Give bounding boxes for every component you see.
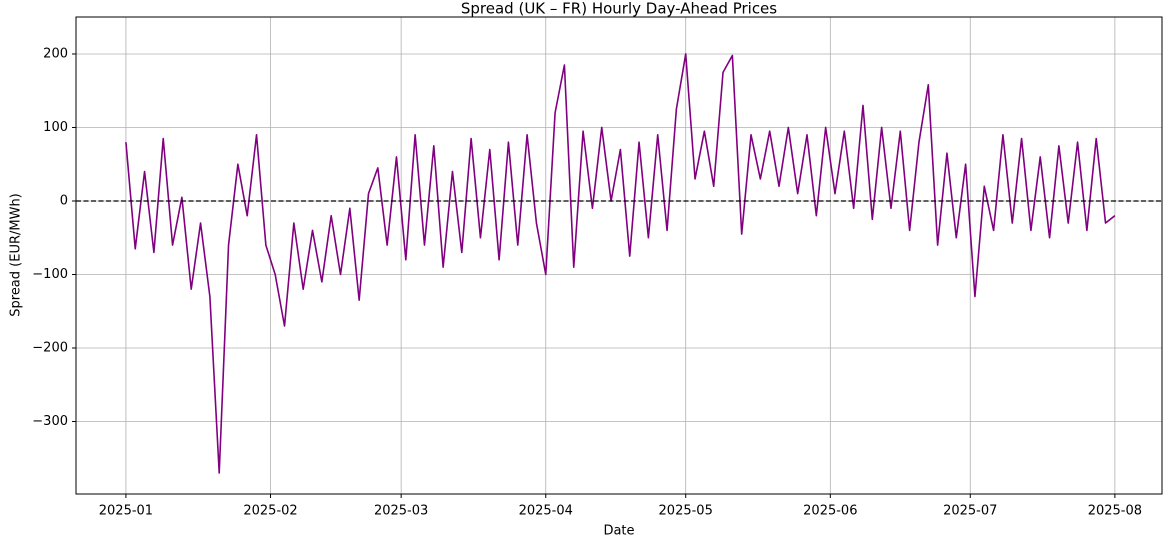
x-tick-label: 2025-01 [99,504,153,519]
x-tick-label: 2025-03 [374,504,428,519]
y-tick-label: 200 [43,46,68,61]
y-axis-label: Spread (EUR/MWh) [9,193,24,317]
x-tick-label: 2025-07 [943,504,997,519]
x-axis-label: Date [603,524,634,539]
plot-frame [75,16,1163,495]
y-tick-label: 100 [43,120,68,135]
x-tick-label: 2025-08 [1088,504,1142,519]
spread-line [125,53,1116,474]
x-tick-label: 2025-02 [243,504,297,519]
y-tick-label: −200 [32,341,68,356]
x-tick-label: 2025-06 [803,504,857,519]
chart-title: Spread (UK – FR) Hourly Day-Ahead Prices [461,0,777,18]
y-tick-label: −300 [32,414,68,429]
y-tick-label: 0 [60,193,68,208]
x-tick-label: 2025-04 [519,504,573,519]
x-tick-label: 2025-05 [659,504,713,519]
y-tick-label: −100 [32,267,68,282]
